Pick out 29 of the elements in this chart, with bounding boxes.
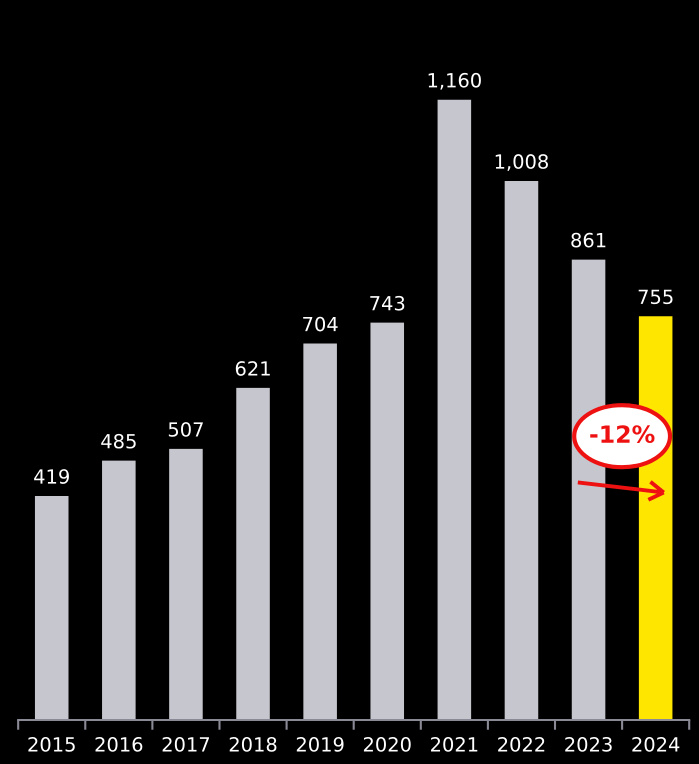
data-label: 621 [236, 361, 270, 376]
x-tick-label: 2016 [96, 737, 142, 752]
x-tick-label: 2024 [632, 737, 680, 752]
bar [303, 344, 337, 720]
data-label: 743 [370, 296, 404, 311]
bar [169, 448, 203, 720]
data-label: 485 [101, 434, 136, 449]
data-label: 419 [34, 469, 69, 484]
data-label: 1,008 [496, 154, 548, 171]
data-label: 755 [638, 290, 673, 304]
data-label: 1,160 [428, 72, 481, 90]
bar [34, 496, 68, 720]
data-label: 861 [571, 232, 606, 248]
x-tick-label: 2020 [364, 737, 411, 752]
bar [370, 322, 404, 720]
x-tick-label: 2017 [162, 737, 210, 752]
x-tick-label: 2019 [296, 737, 344, 752]
x-tick-label: 2023 [565, 737, 612, 752]
x-tick-label: 2015 [28, 737, 75, 752]
bar [102, 460, 136, 720]
bar [236, 388, 270, 720]
x-tick-label: 2018 [230, 737, 276, 752]
x-tick-label: 2021 [431, 737, 478, 752]
bar [504, 180, 538, 720]
data-label: 704 [303, 316, 338, 332]
x-tick-label: 2022 [498, 737, 544, 752]
data-label: 507 [168, 422, 203, 437]
annotation: -12% [590, 425, 655, 444]
bar [438, 100, 472, 720]
